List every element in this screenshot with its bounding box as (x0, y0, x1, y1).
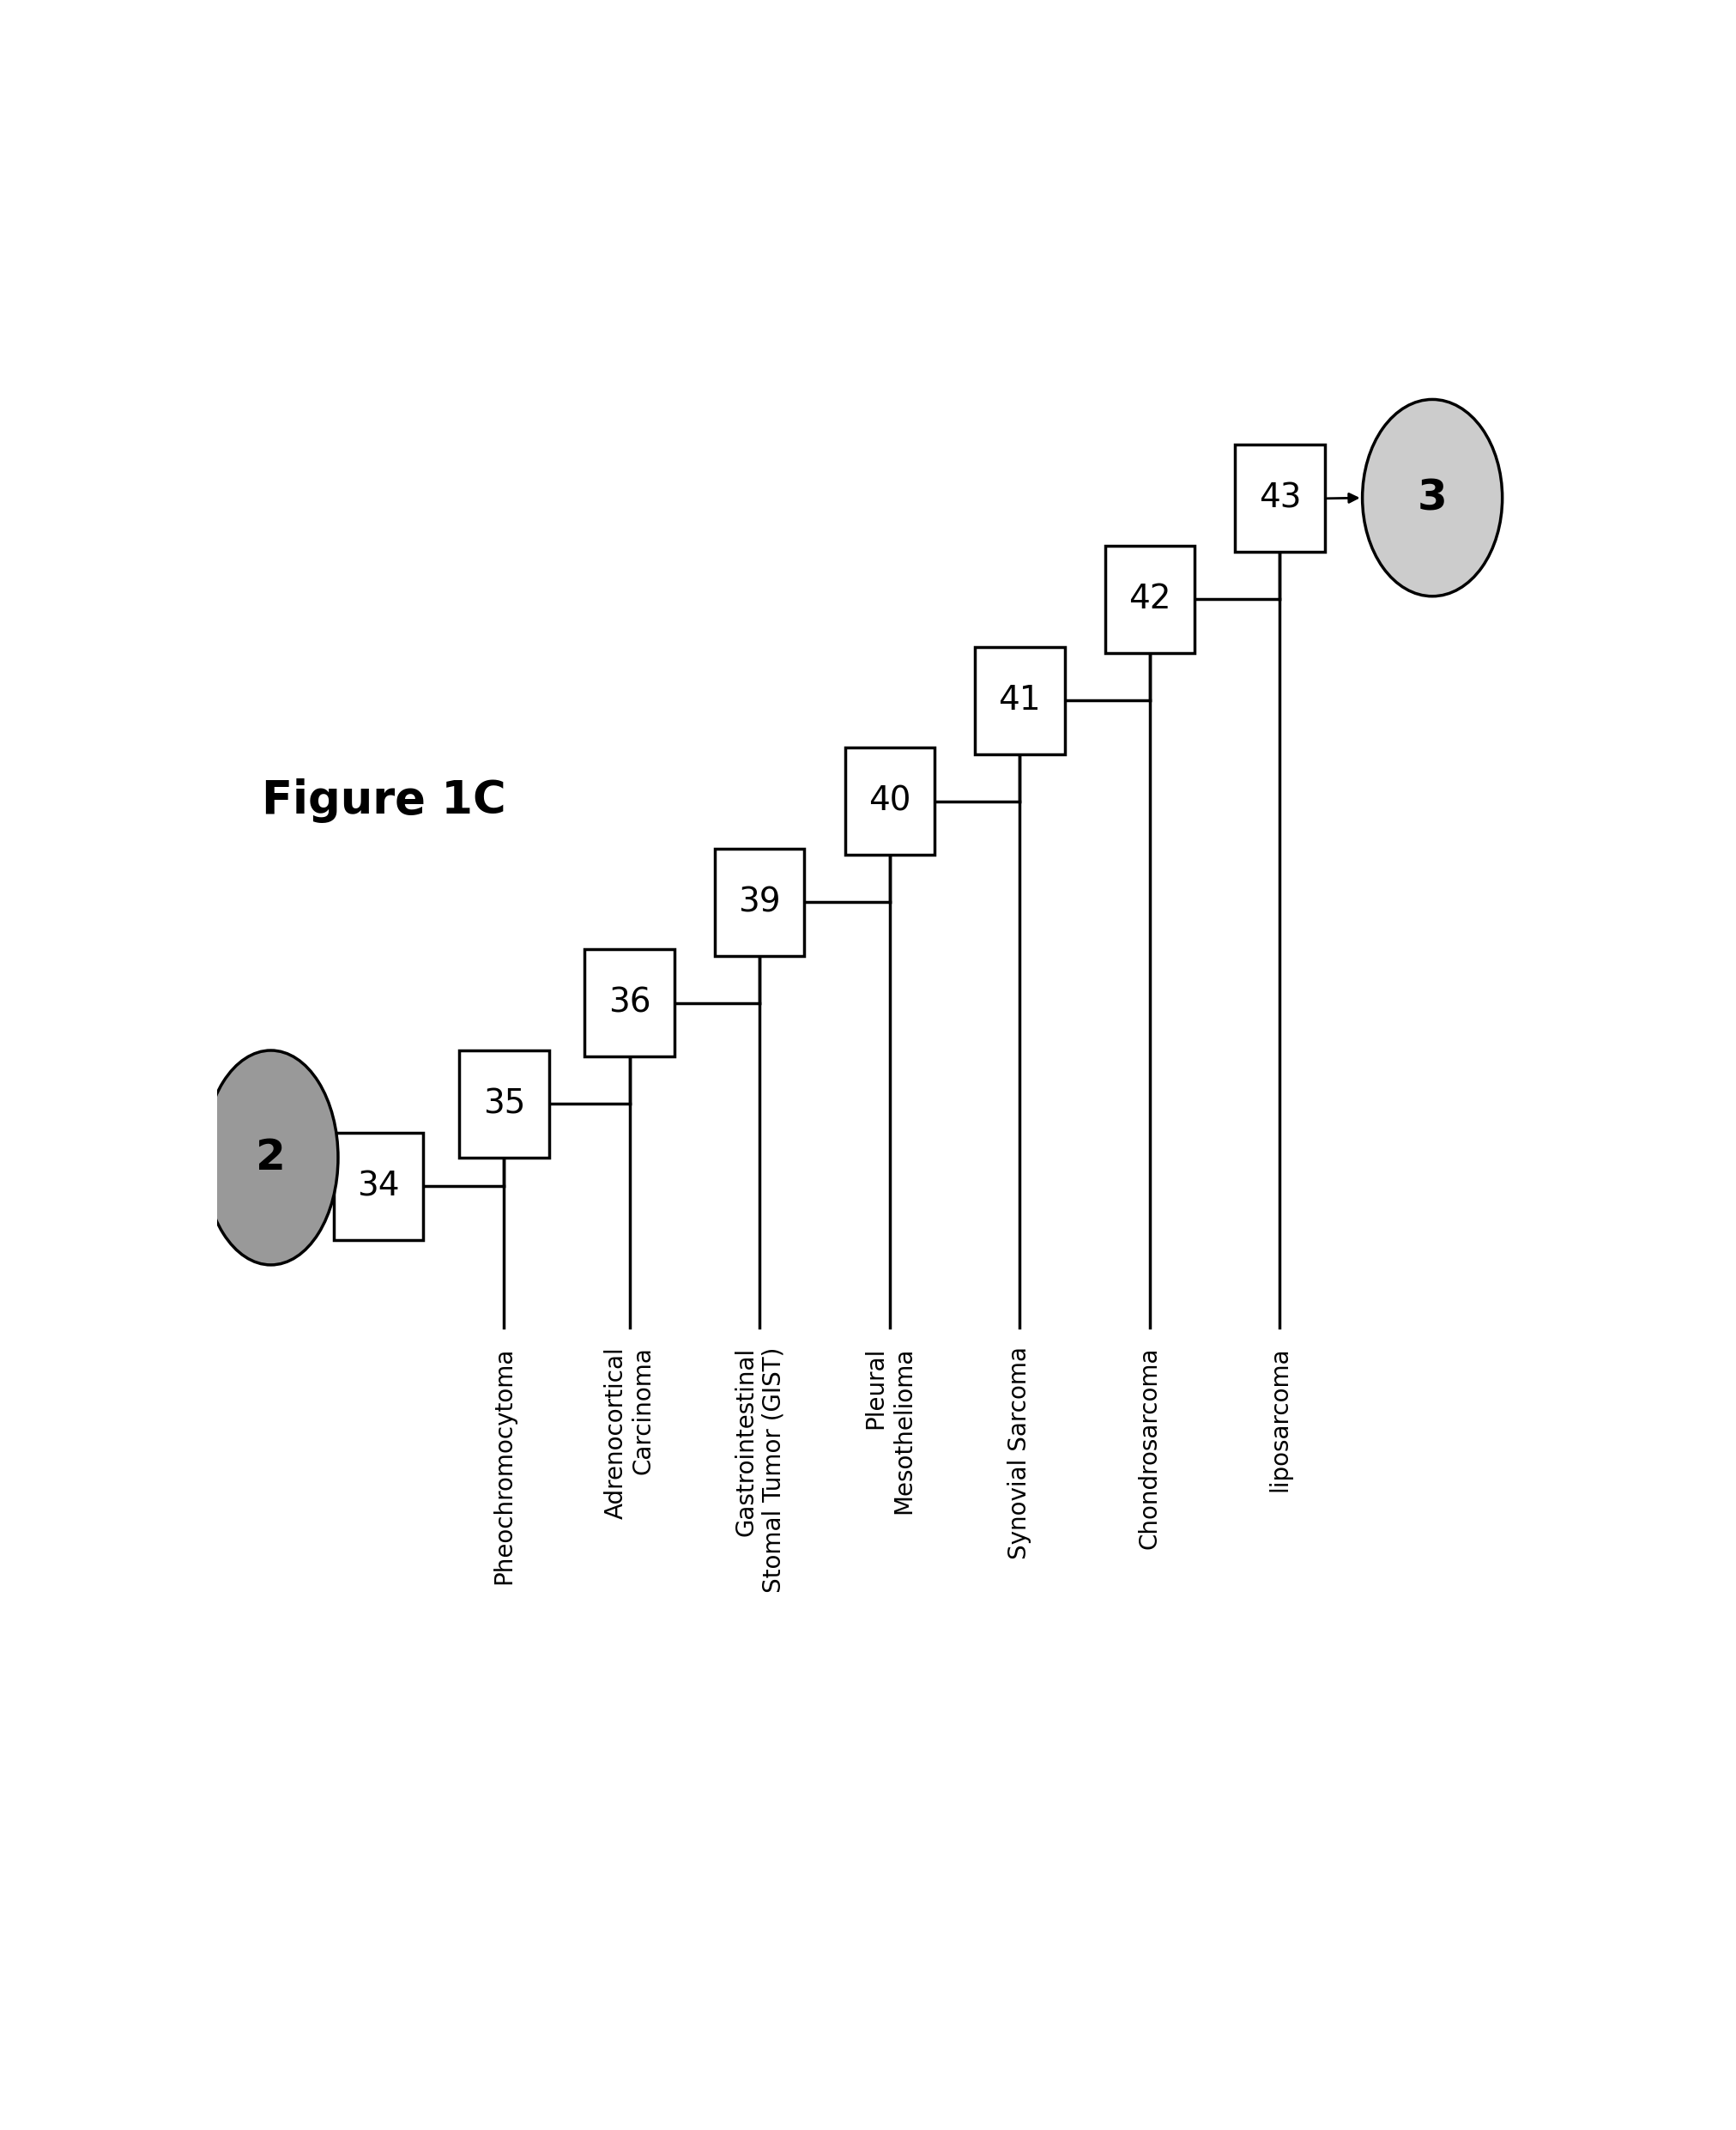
Text: liposarcoma: liposarcoma (1267, 1346, 1292, 1491)
Bar (458, 1050, 549, 1159)
Bar (585, 950, 674, 1056)
Text: 41: 41 (998, 684, 1042, 716)
Text: 3: 3 (1417, 477, 1448, 518)
Bar (333, 1133, 424, 1240)
Text: Synovial Sarcoma: Synovial Sarcoma (1007, 1346, 1031, 1559)
Bar (845, 748, 934, 854)
Text: Pheochromocytoma: Pheochromocytoma (491, 1346, 516, 1585)
Text: Chondrosarcoma: Chondrosarcoma (1137, 1346, 1161, 1549)
Text: 2: 2 (255, 1137, 286, 1178)
Text: 42: 42 (1128, 584, 1172, 616)
Text: 35: 35 (483, 1088, 526, 1120)
Text: Pleural
Mesothelioma: Pleural Mesothelioma (865, 1346, 915, 1514)
Text: 39: 39 (738, 886, 781, 918)
Bar (1234, 445, 1325, 552)
Circle shape (1363, 400, 1502, 596)
Text: 34: 34 (358, 1169, 399, 1201)
Bar (715, 848, 804, 956)
Ellipse shape (203, 1050, 339, 1265)
Text: 36: 36 (608, 986, 651, 1020)
Text: Adrenocortical
Carcinoma: Adrenocortical Carcinoma (604, 1346, 656, 1519)
Text: 43: 43 (1259, 481, 1300, 515)
Text: 40: 40 (868, 786, 911, 818)
Bar (976, 648, 1064, 754)
Text: Gastrointestinal
Stomal Tumor (GIST): Gastrointestinal Stomal Tumor (GIST) (734, 1346, 786, 1593)
Text: Figure 1C: Figure 1C (262, 780, 507, 824)
Bar (1104, 545, 1194, 654)
